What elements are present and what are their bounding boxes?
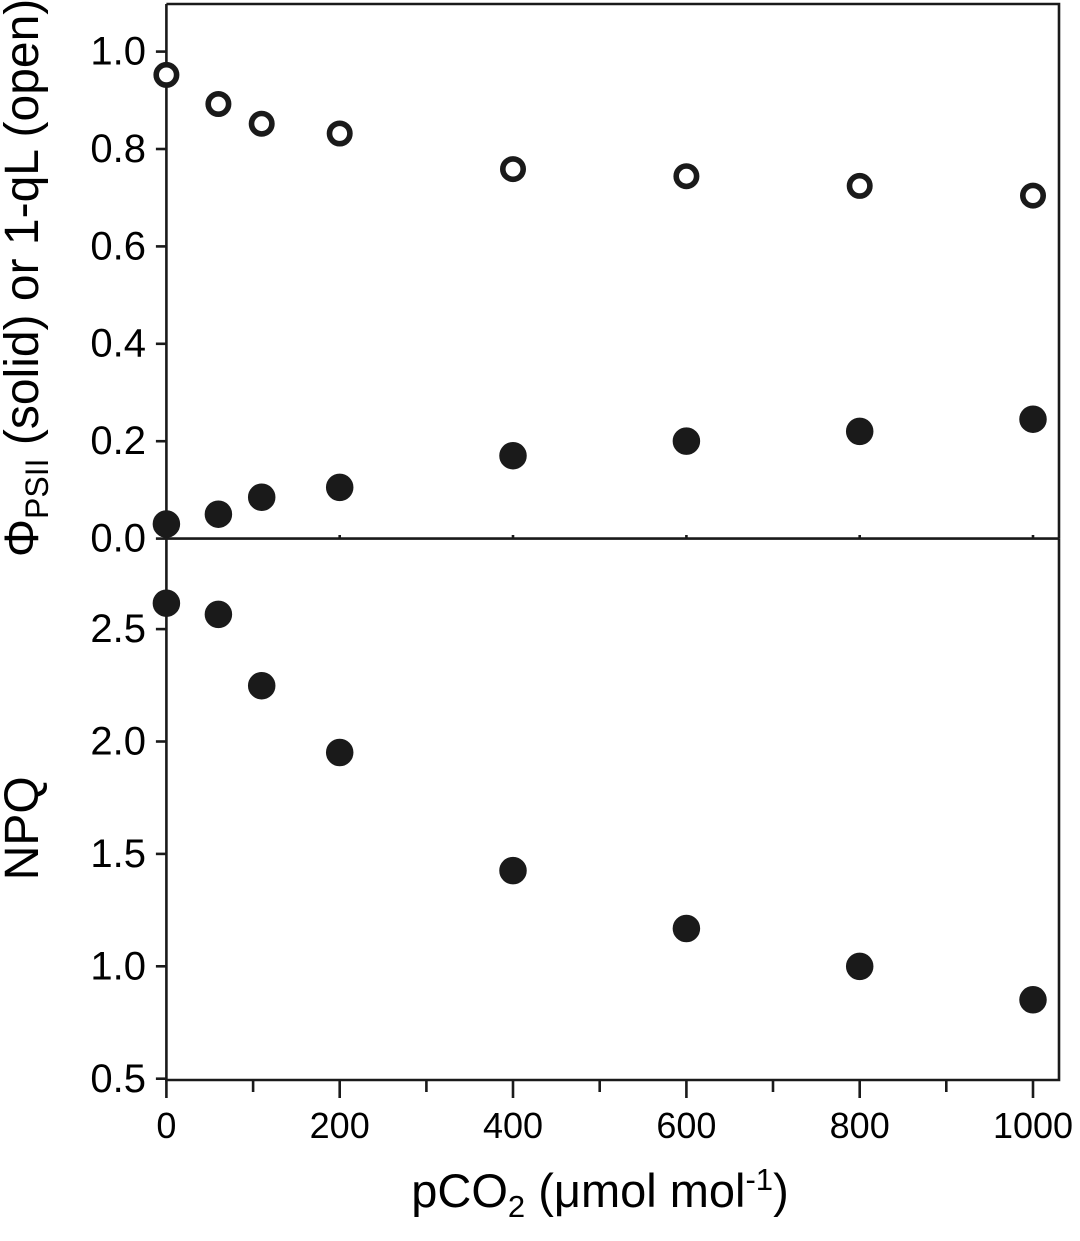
svg-text:NPQ: NPQ [0, 776, 49, 880]
svg-text:600: 600 [656, 1105, 716, 1146]
svg-text:400: 400 [483, 1105, 543, 1146]
svg-text:0.6: 0.6 [90, 224, 146, 268]
svg-text:1.0: 1.0 [90, 30, 146, 74]
svg-text:1.0: 1.0 [90, 944, 146, 988]
svg-text:800: 800 [830, 1105, 890, 1146]
svg-text:pCO2 (μmol mol-1): pCO2 (μmol mol-1) [411, 1162, 788, 1224]
svg-text:0.8: 0.8 [90, 127, 146, 171]
svg-text:0.2: 0.2 [90, 419, 146, 463]
svg-text:0.4: 0.4 [90, 322, 146, 366]
svg-text:200: 200 [310, 1105, 370, 1146]
svg-text:2.0: 2.0 [90, 720, 146, 764]
svg-text:1000: 1000 [993, 1105, 1073, 1146]
svg-text:1.5: 1.5 [90, 832, 146, 876]
svg-text:0: 0 [156, 1105, 176, 1146]
svg-text:0.0: 0.0 [90, 517, 146, 561]
svg-text:0.5: 0.5 [90, 1057, 146, 1101]
svg-text:2.5: 2.5 [90, 607, 146, 651]
